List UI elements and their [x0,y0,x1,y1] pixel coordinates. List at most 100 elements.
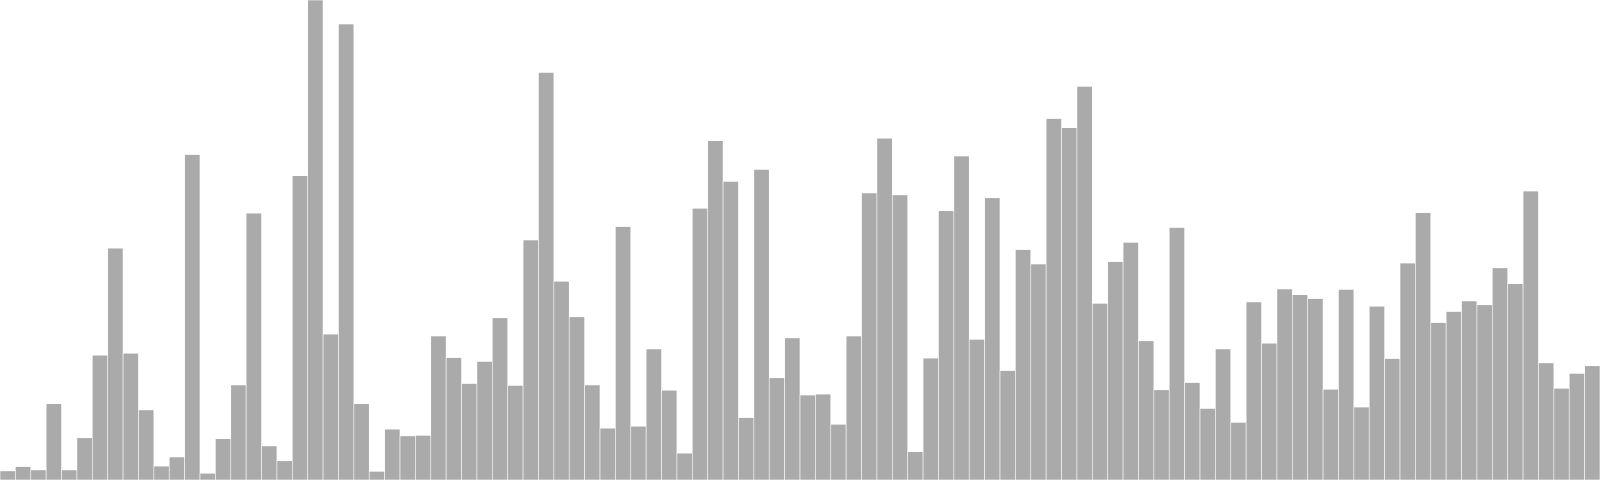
bar [492,317,508,480]
bar [1307,298,1324,480]
bar [368,471,385,480]
bar [276,460,293,480]
bar [1061,127,1078,480]
bar [399,435,416,480]
bar [1553,388,1570,480]
bar [722,181,739,480]
bar [1292,294,1308,480]
bar [1245,301,1262,480]
bar [876,137,893,480]
bar [1168,227,1185,480]
bar [907,451,924,480]
bar [30,469,47,480]
bar [292,175,308,480]
bar [1338,289,1355,480]
bar [92,354,108,480]
bar [984,197,1001,480]
bar [953,155,970,480]
bar [1230,422,1247,480]
bar [845,335,862,480]
bar [1368,305,1385,480]
bar [461,383,478,480]
bar [538,72,555,480]
bar [430,335,447,480]
bar [922,357,939,480]
bar [692,208,708,480]
bar [615,226,632,480]
bar [15,466,32,480]
bar [1261,342,1278,480]
bar [522,239,539,480]
bar [799,394,816,480]
bar [138,409,155,480]
bar [1184,382,1201,480]
bar [1430,322,1447,480]
bar [568,316,585,480]
bar [1153,389,1170,480]
bar [107,247,124,480]
bar [445,357,462,480]
bar [1122,242,1139,480]
bar [1322,388,1339,480]
bar [753,169,770,480]
bar [384,428,401,480]
bar [353,403,370,480]
bar [768,377,785,480]
bar [215,438,232,480]
bar [476,361,493,480]
bar [1076,86,1093,480]
bar [230,384,247,480]
bar [1030,263,1047,480]
bar [0,470,16,480]
bar [122,352,139,480]
bar [707,140,724,480]
bar [584,384,601,480]
bar [630,425,647,480]
bar [199,472,216,480]
bar [1276,288,1293,480]
bar [1353,406,1370,480]
bar [645,348,662,480]
bar [1399,262,1416,480]
bar [1538,362,1555,480]
bar [938,210,955,480]
bar [1492,267,1508,480]
bar [153,465,170,480]
bar [1568,373,1585,480]
bar [45,403,62,480]
bar [784,337,801,480]
bar [1045,118,1062,480]
bar [1015,249,1032,480]
bar [322,333,339,480]
bar [661,389,678,480]
bar [892,194,908,480]
bar [968,339,985,480]
bar [1461,300,1478,480]
bar [1384,358,1401,480]
bar [168,456,185,480]
bar [1445,311,1462,480]
bar [830,424,847,480]
bar [307,0,324,480]
bar [999,370,1016,480]
bar [1415,212,1432,480]
bar [815,393,832,480]
bar [184,154,201,480]
bar [76,437,93,480]
bar [1107,261,1124,480]
bar [599,427,616,480]
bar [738,417,755,480]
bar [1138,340,1155,480]
bar [245,212,262,480]
bar [1507,283,1524,480]
bar [1522,190,1539,480]
bar [507,385,524,480]
bar [415,435,432,480]
bar [1092,303,1108,480]
bar [261,445,278,480]
bar [1215,348,1232,480]
bar [861,192,878,480]
bar [1584,365,1600,480]
